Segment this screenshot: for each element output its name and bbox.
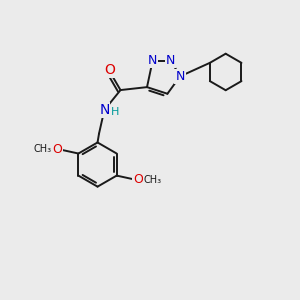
Text: O: O bbox=[133, 173, 143, 186]
Text: N: N bbox=[148, 54, 157, 67]
Text: N: N bbox=[166, 54, 176, 67]
Text: CH₃: CH₃ bbox=[33, 144, 51, 154]
Text: N: N bbox=[175, 70, 185, 83]
Text: O: O bbox=[52, 143, 62, 156]
Text: O: O bbox=[104, 63, 115, 77]
Text: H: H bbox=[111, 106, 120, 117]
Text: N: N bbox=[99, 103, 110, 117]
Text: CH₃: CH₃ bbox=[143, 175, 162, 185]
